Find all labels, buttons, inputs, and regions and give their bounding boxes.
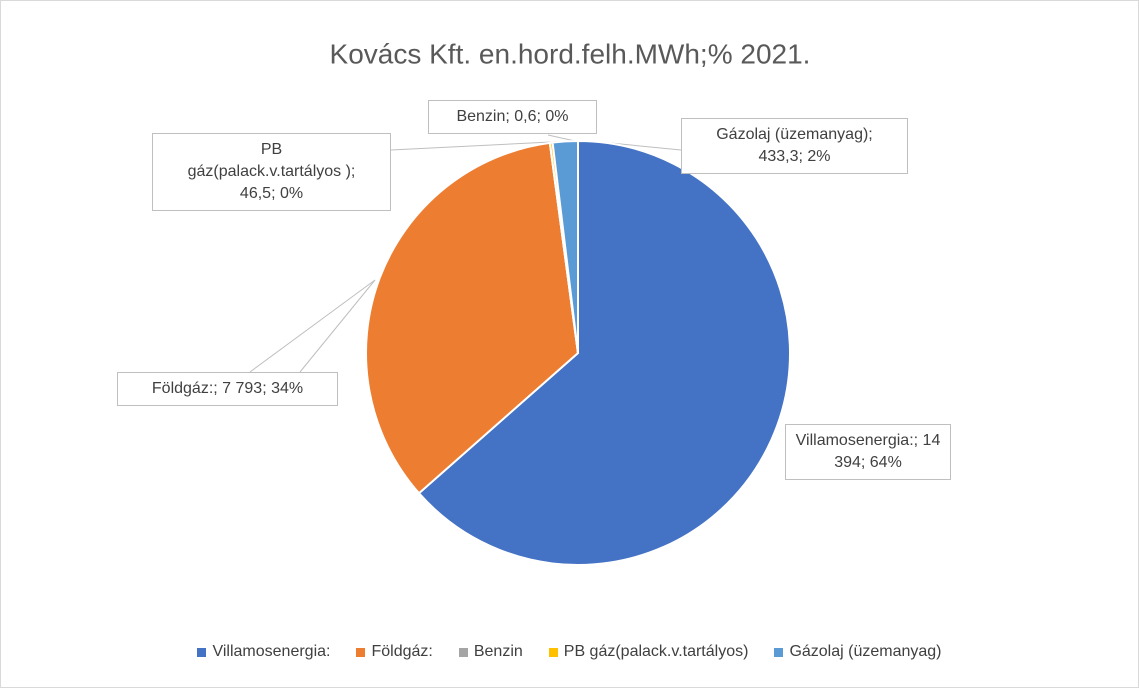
legend-swatch [774, 647, 784, 657]
leader-line [249, 279, 376, 373]
legend-item: Gázolaj (üzemanyag) [774, 643, 942, 661]
legend-item: PB gáz(palack.v.tartályos) [548, 643, 749, 661]
legend-swatch [458, 647, 468, 657]
legend-label: Benzin [473, 643, 523, 660]
legend-swatch [197, 647, 207, 657]
pie-slice [551, 139, 579, 354]
legend-swatch [356, 647, 366, 657]
leader-line [299, 279, 376, 373]
legend-item: Földgáz: [356, 643, 433, 661]
legend-label: Gázolaj (üzemanyag) [789, 643, 942, 660]
data-label: PB gáz(palack.v.tartályos ); 46,5; 0% [152, 133, 391, 211]
chart-title: Kovács Kft. en.hord.felh.MWh;% 2021. [330, 38, 811, 69]
leader-line [390, 140, 572, 151]
legend: Villamosenergia: Földgáz: Benzin PB gáz(pal… [0, 643, 1139, 661]
data-label: Földgáz:; 7 793; 34% [117, 372, 338, 406]
legend-label: Villamosenergia: [212, 643, 331, 660]
legend-item: Benzin [458, 643, 523, 661]
data-label: Benzin; 0,6; 0% [428, 100, 597, 134]
data-label: Villamosenergia:; 14 394; 64% [785, 424, 951, 480]
pie-slice [417, 139, 791, 566]
pie-slice [365, 141, 580, 495]
legend-label: PB gáz(palack.v.tartályos) [563, 643, 749, 660]
legend-item: Villamosenergia: [197, 643, 330, 661]
leader-line [547, 134, 576, 142]
legend-label: Földgáz: [371, 643, 433, 660]
pie [365, 139, 791, 566]
legend-swatch [548, 647, 558, 657]
data-label: Gázolaj (üzemanyag); 433,3; 2% [681, 118, 908, 174]
